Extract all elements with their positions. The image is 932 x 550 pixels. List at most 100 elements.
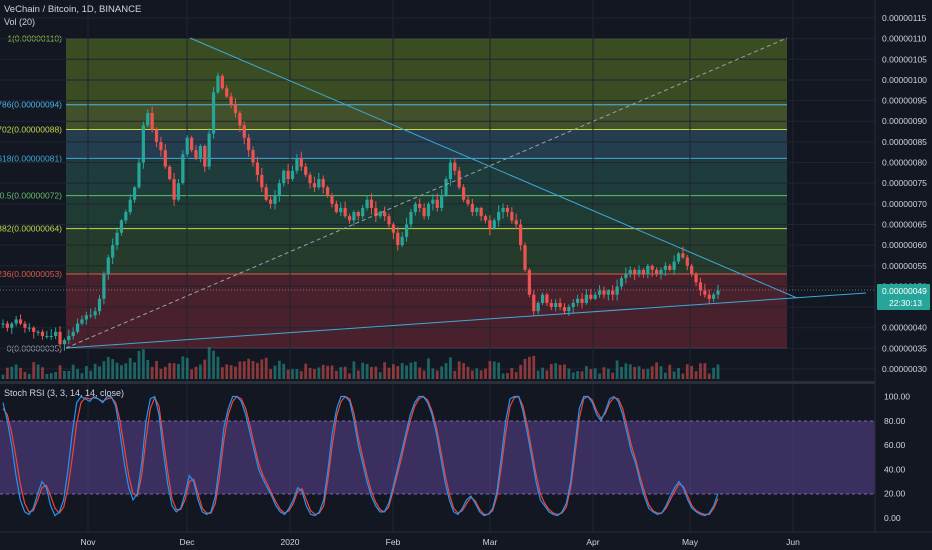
candle-body: [317, 179, 321, 188]
candle-body: [75, 323, 80, 332]
volume-bar: [36, 364, 40, 379]
candle-body: [119, 220, 124, 233]
volume-bar: [41, 367, 44, 379]
volume-bar: [194, 366, 198, 379]
candle-body: [654, 269, 659, 275]
time-tick-label: Jun: [786, 537, 800, 547]
volume-bar: [352, 361, 356, 379]
candle-body: [330, 195, 334, 204]
fib-level-label: 0.5(0.00000072): [0, 191, 62, 201]
volume-bar: [462, 363, 465, 379]
time-tick-label: Dec: [179, 537, 195, 547]
descending-trendline[interactable]: [189, 37, 798, 299]
current-price-badge: 0.00000049 22:30:13: [877, 284, 930, 310]
candle-body: [435, 199, 439, 208]
volume-bar: [84, 366, 88, 379]
candle-body: [422, 207, 426, 217]
candle-body: [694, 274, 698, 283]
candle-body: [32, 327, 36, 332]
candle-body: [141, 125, 145, 163]
ascending-trendline[interactable]: [65, 292, 867, 349]
time-tick-label: Feb: [386, 537, 401, 547]
volume-bar: [554, 363, 558, 379]
volume-bar: [370, 367, 373, 379]
candle-body: [365, 199, 369, 208]
volume-bar: [124, 363, 128, 379]
candle-body: [453, 162, 457, 171]
trendlines[interactable]: [65, 37, 867, 349]
candle-body: [663, 265, 667, 270]
pane-separator[interactable]: [0, 381, 932, 384]
candle-body: [361, 207, 365, 217]
candle-body: [497, 212, 501, 221]
candle-body: [181, 154, 185, 184]
candle-body: [326, 187, 330, 196]
volume-bar: [563, 364, 566, 379]
volume-bar: [89, 370, 93, 379]
candle-body: [304, 166, 308, 175]
volume-bar: [633, 366, 637, 379]
candle-body: [286, 170, 290, 180]
volume-bar: [23, 371, 27, 379]
volume-bar: [440, 366, 444, 379]
price-axis-bg[interactable]: [875, 0, 932, 532]
candle-body: [268, 199, 273, 204]
volume-bar: [620, 366, 623, 379]
candle-body: [527, 269, 531, 295]
time-axis-bg[interactable]: [0, 532, 932, 550]
volume-bar: [256, 362, 259, 379]
volume-bar: [497, 362, 501, 379]
volume-bar: [137, 350, 141, 379]
volume-bar: [549, 363, 553, 379]
stoch-rsi-label: Stoch RSI (3, 3, 14, 14, close): [4, 388, 124, 398]
volume-bar: [185, 357, 189, 379]
volume-bar: [242, 361, 246, 379]
candle-body: [282, 170, 286, 184]
volume-bar: [308, 367, 312, 379]
candle-body: [707, 294, 711, 299]
candle-body: [685, 257, 689, 266]
volume-bar: [317, 367, 321, 379]
volume-bar: [146, 359, 150, 379]
candle-body: [154, 129, 159, 142]
volume-bar: [155, 361, 158, 379]
candle-body: [102, 274, 106, 299]
price-tick-label: 0.00000080: [882, 158, 927, 168]
volume-bar: [93, 363, 97, 379]
candle-body: [190, 137, 194, 151]
fibonacci-retracement[interactable]: 1(0.00000110)0.786(0.00000094)0.702(0.00…: [0, 34, 787, 354]
volume-bar: [690, 365, 694, 379]
candle-body: [703, 290, 707, 295]
candle-body: [483, 216, 488, 221]
volume-bar: [707, 373, 711, 379]
fib-diagonal-dashed[interactable]: [65, 37, 788, 349]
volume-bar: [80, 373, 84, 379]
candle-body: [448, 162, 453, 180]
candle-body: [14, 319, 18, 324]
volume-bar: [527, 356, 531, 379]
candle-body: [27, 327, 31, 329]
volume-bar: [19, 367, 22, 379]
volume-bar: [470, 370, 474, 379]
volume-bar: [299, 371, 303, 379]
candle-body: [242, 125, 246, 138]
candle-body: [676, 253, 681, 262]
volume-bar: [27, 373, 31, 379]
fib-zone: [66, 195, 787, 229]
volume-bar: [207, 347, 211, 379]
volume-bar: [576, 371, 580, 379]
volume-bar: [54, 371, 58, 379]
candle-body: [659, 269, 663, 275]
price-tick-label: 0.00000085: [882, 137, 927, 147]
candle-body: [356, 212, 360, 217]
volume-bar: [220, 367, 224, 379]
rsi-tick-label: 80.00: [884, 416, 906, 426]
candle-body: [479, 207, 483, 217]
candle-body: [400, 236, 404, 246]
volume-bar: [361, 362, 365, 379]
volume-bar: [567, 368, 571, 379]
volume-bar: [694, 371, 698, 379]
candle-body: [255, 162, 260, 175]
candle-body: [523, 245, 527, 270]
